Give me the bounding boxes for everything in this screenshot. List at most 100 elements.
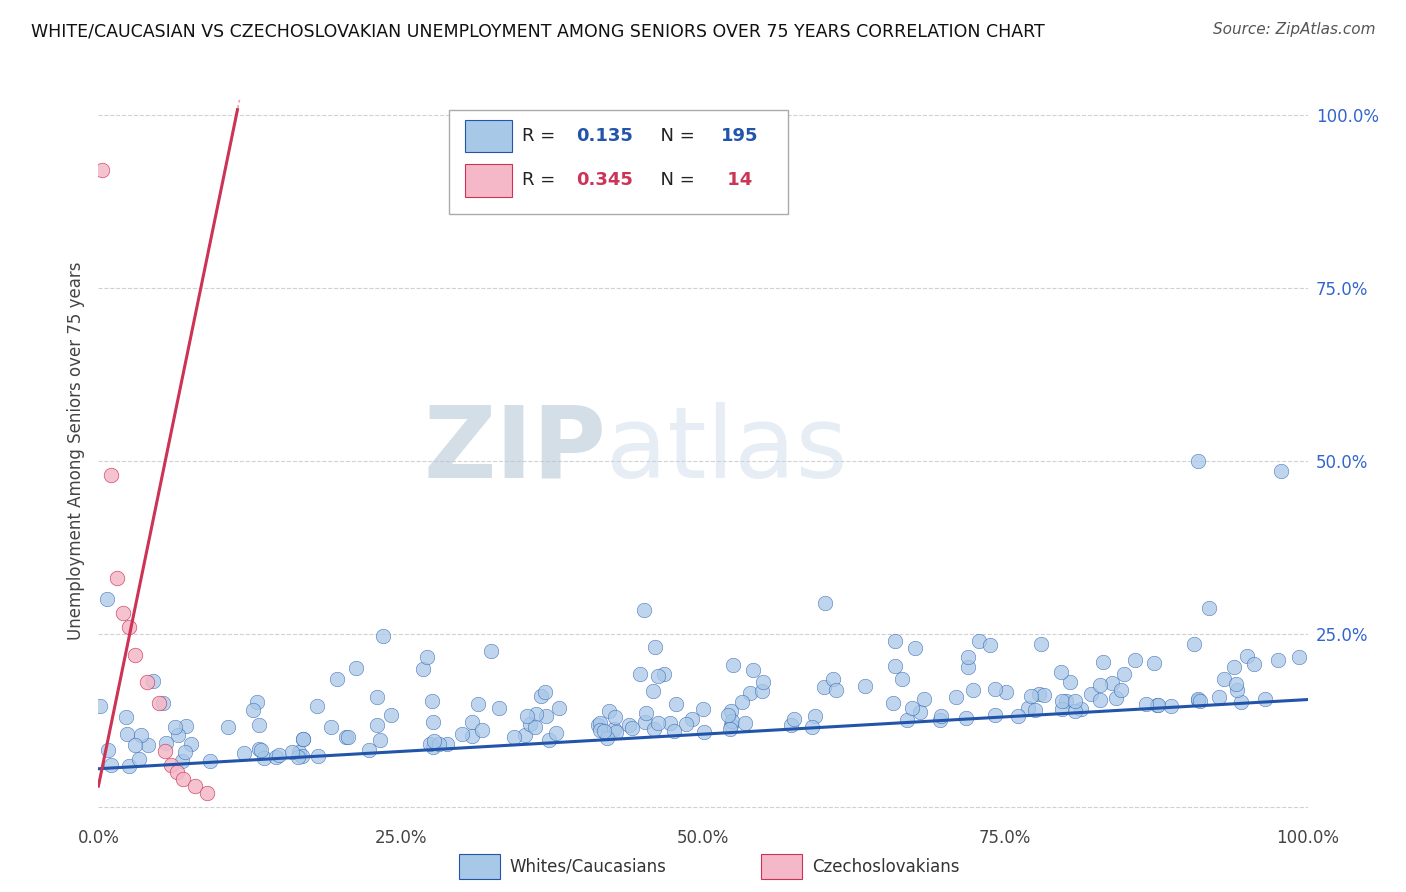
Point bbox=[250, 743, 273, 757]
Text: N =: N = bbox=[648, 171, 700, 189]
FancyBboxPatch shape bbox=[465, 164, 512, 196]
Point bbox=[633, 603, 655, 617]
Point bbox=[530, 690, 553, 704]
Point bbox=[422, 739, 444, 754]
Text: Czechoslovakians: Czechoslovakians bbox=[811, 857, 959, 876]
Point bbox=[721, 657, 744, 672]
Point bbox=[1223, 660, 1246, 674]
Point bbox=[1270, 464, 1292, 478]
Point bbox=[128, 752, 150, 766]
Point bbox=[141, 674, 163, 689]
Point bbox=[634, 706, 657, 721]
Point bbox=[287, 750, 309, 764]
Point bbox=[523, 720, 546, 734]
Point bbox=[281, 745, 304, 759]
Point bbox=[1088, 693, 1111, 707]
Point bbox=[912, 691, 935, 706]
Point bbox=[1109, 682, 1132, 697]
Point bbox=[903, 641, 925, 656]
Point bbox=[813, 681, 835, 695]
Point bbox=[692, 701, 714, 715]
Point bbox=[412, 662, 434, 676]
Point bbox=[955, 711, 977, 725]
Point bbox=[233, 746, 256, 760]
Point bbox=[1288, 649, 1310, 664]
Point bbox=[173, 745, 195, 759]
Point bbox=[100, 757, 122, 772]
Point bbox=[908, 706, 931, 720]
Point bbox=[217, 720, 239, 734]
Point bbox=[896, 713, 918, 727]
Text: 195: 195 bbox=[721, 127, 759, 145]
Point bbox=[721, 714, 744, 729]
Point bbox=[180, 737, 202, 751]
Point bbox=[1050, 693, 1073, 707]
Point bbox=[366, 718, 388, 732]
Point bbox=[1243, 657, 1265, 671]
Point bbox=[634, 715, 657, 730]
Point bbox=[1267, 653, 1289, 667]
Point bbox=[519, 717, 541, 731]
Point bbox=[801, 720, 824, 734]
Point bbox=[891, 672, 914, 686]
Point bbox=[720, 704, 742, 718]
Point bbox=[305, 699, 328, 714]
Point bbox=[823, 672, 845, 686]
Point bbox=[1101, 676, 1123, 690]
Point bbox=[366, 690, 388, 704]
Point bbox=[1064, 705, 1087, 719]
Point bbox=[929, 713, 952, 727]
Point bbox=[326, 673, 349, 687]
Point bbox=[644, 640, 666, 654]
Point bbox=[1184, 637, 1206, 651]
Point bbox=[536, 708, 558, 723]
Point bbox=[1080, 687, 1102, 701]
Point bbox=[420, 694, 443, 708]
Point bbox=[884, 659, 907, 673]
Text: R =: R = bbox=[522, 127, 561, 145]
Point bbox=[779, 718, 801, 732]
Point bbox=[589, 723, 612, 738]
Point bbox=[135, 675, 157, 690]
Point bbox=[1054, 694, 1077, 708]
Point bbox=[368, 733, 391, 747]
Point bbox=[524, 707, 547, 722]
Point bbox=[752, 675, 775, 690]
Point bbox=[291, 749, 314, 764]
Point bbox=[1187, 693, 1209, 707]
Point bbox=[967, 634, 990, 648]
Text: 14: 14 bbox=[721, 171, 752, 189]
Point bbox=[165, 720, 187, 734]
Point bbox=[450, 726, 472, 740]
Text: Source: ZipAtlas.com: Source: ZipAtlas.com bbox=[1212, 22, 1375, 37]
Point bbox=[266, 750, 288, 764]
Point bbox=[1064, 694, 1087, 708]
Point bbox=[307, 749, 329, 764]
Point bbox=[291, 732, 314, 747]
Point bbox=[1230, 695, 1253, 709]
Point bbox=[246, 695, 269, 709]
Point bbox=[1213, 673, 1236, 687]
Point bbox=[957, 660, 980, 674]
Point bbox=[195, 786, 218, 800]
Point bbox=[89, 699, 111, 714]
Point bbox=[782, 712, 804, 726]
Point bbox=[1017, 701, 1039, 715]
Point bbox=[160, 758, 183, 772]
Point bbox=[658, 716, 681, 731]
Point bbox=[118, 620, 141, 634]
Point bbox=[172, 754, 194, 768]
Point bbox=[253, 750, 276, 764]
Point bbox=[548, 701, 571, 715]
Point bbox=[292, 731, 315, 746]
Point bbox=[479, 643, 502, 657]
Point bbox=[718, 722, 741, 736]
Point bbox=[1019, 690, 1042, 704]
Point bbox=[335, 731, 357, 745]
Point bbox=[152, 696, 174, 710]
Point bbox=[436, 738, 458, 752]
Point bbox=[537, 733, 560, 747]
Point bbox=[167, 728, 190, 742]
Point bbox=[586, 718, 609, 732]
Point bbox=[153, 744, 176, 758]
